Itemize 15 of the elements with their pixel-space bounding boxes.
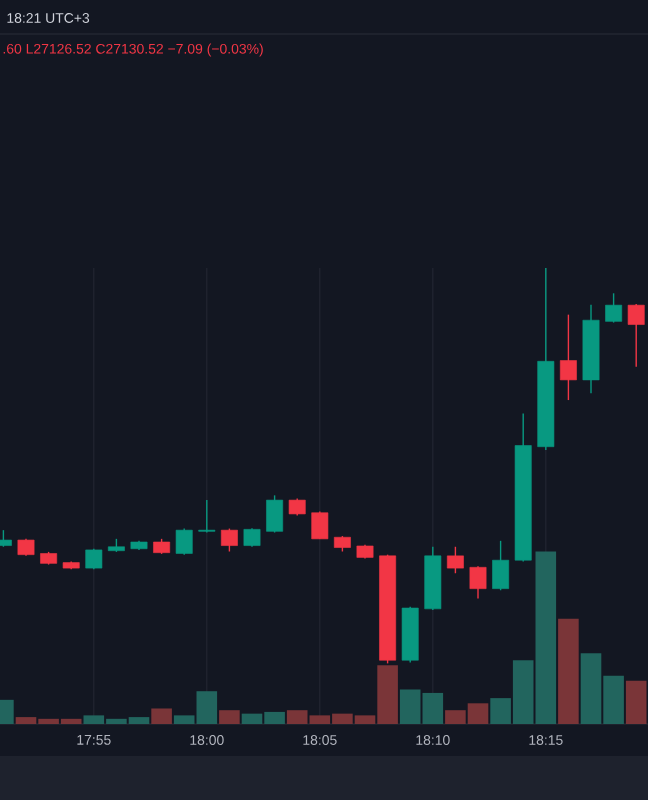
candlestick <box>605 292 623 324</box>
candlestick <box>266 494 284 534</box>
candlestick <box>198 499 216 534</box>
candlestick <box>311 510 329 540</box>
candlestick <box>243 527 261 548</box>
bar <box>219 710 240 724</box>
candlestick <box>559 313 577 401</box>
candlestick <box>175 527 193 556</box>
candlestick <box>492 540 510 591</box>
bar <box>151 708 172 724</box>
candlestick <box>446 546 464 574</box>
candlestick <box>627 303 645 368</box>
bar <box>625 680 647 724</box>
candlestick <box>469 565 487 600</box>
bar <box>558 618 579 724</box>
